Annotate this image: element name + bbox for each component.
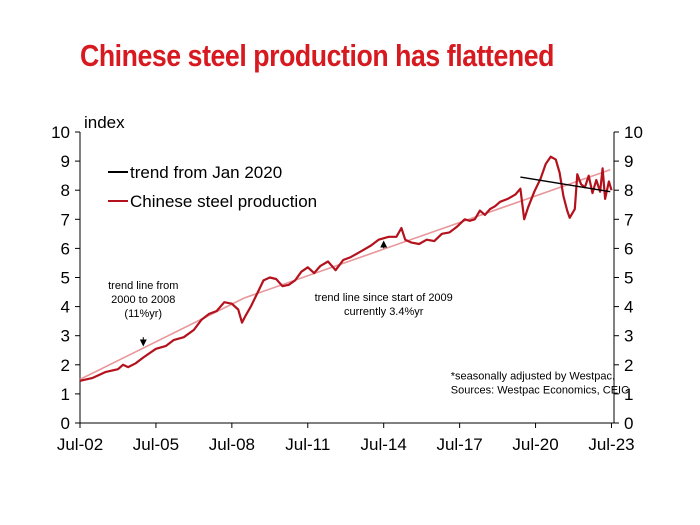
y-tick-label-right: 8 xyxy=(624,181,633,200)
axes: 0 0 1 1 2 2 3 3 4 4 5 5 6 6 7 7 8 8 9 9 10 10 index Jul-02 Jul-0… xyxy=(51,113,643,454)
y-tick-label-left: 0 xyxy=(61,414,70,433)
y-tick-label-right: 7 xyxy=(624,210,633,229)
y-tick-label-right: 3 xyxy=(624,327,633,346)
y-tick-label-left: 4 xyxy=(61,298,70,317)
y-tick-label-right: 5 xyxy=(624,269,633,288)
y-tick-label-left: 8 xyxy=(61,181,70,200)
legend-label: Chinese steel production xyxy=(130,192,317,211)
y-tick-label-right: 0 xyxy=(624,414,633,433)
y-tick-label-left: 5 xyxy=(61,269,70,288)
series-line-trend-line-since-start-of-2009 xyxy=(244,169,611,299)
annotation-text: (11%yr) xyxy=(124,308,162,320)
y-axis-label: index xyxy=(84,113,125,132)
x-tick-label: Jul-02 xyxy=(57,435,103,454)
x-tick-label: Jul-20 xyxy=(512,435,558,454)
annotations: trend line from 2000 to 2008 (11%yr) trend … xyxy=(108,240,629,396)
y-tick-label-right: 4 xyxy=(624,298,633,317)
annotation-text: *seasonally adjusted by Westpac. xyxy=(451,370,615,382)
y-tick-label-left: 6 xyxy=(61,239,70,258)
series-line-trend-line-from-2000-to-2008 xyxy=(79,297,245,381)
annotation-text: Sources: Westpac Economics, CEIC xyxy=(451,384,629,396)
y-tick-label-right: 9 xyxy=(624,152,633,171)
y-tick-label-left: 3 xyxy=(61,327,70,346)
series-line-trend-from-jan-2020 xyxy=(520,176,611,193)
annotation-text: trend line since start of 2009 xyxy=(315,292,453,304)
legend: trend from Jan 2020 Chinese steel product… xyxy=(108,163,317,211)
y-tick-label-right: 6 xyxy=(624,239,633,258)
x-tick-label: Jul-11 xyxy=(285,435,330,454)
x-tick-label: Jul-14 xyxy=(361,435,407,454)
x-tick-label: Jul-17 xyxy=(436,435,482,454)
annotation-text: currently 3.4%yr xyxy=(344,306,424,318)
y-tick-label-right: 2 xyxy=(624,356,633,375)
annotation-text: 2000 to 2008 xyxy=(111,294,175,306)
y-tick-label-left: 2 xyxy=(61,356,70,375)
y-tick-label-right: 10 xyxy=(624,123,643,142)
y-tick-label-right: 1 xyxy=(624,385,633,404)
annotation-text: trend line from xyxy=(108,280,178,292)
legend-label: trend from Jan 2020 xyxy=(130,163,282,182)
page-title: Chinese steel production has flattened xyxy=(80,38,554,73)
y-tick-label-left: 10 xyxy=(51,123,70,142)
series-line-chinese-steel-production xyxy=(79,155,613,382)
y-tick-label-left: 9 xyxy=(61,152,70,171)
plot-area xyxy=(79,155,613,382)
y-tick-label-left: 1 xyxy=(61,385,70,404)
x-tick-label: Jul-05 xyxy=(133,435,179,454)
x-tick-label: Jul-08 xyxy=(209,435,255,454)
y-tick-label-left: 7 xyxy=(61,210,70,229)
x-tick-label: Jul-23 xyxy=(588,435,634,454)
